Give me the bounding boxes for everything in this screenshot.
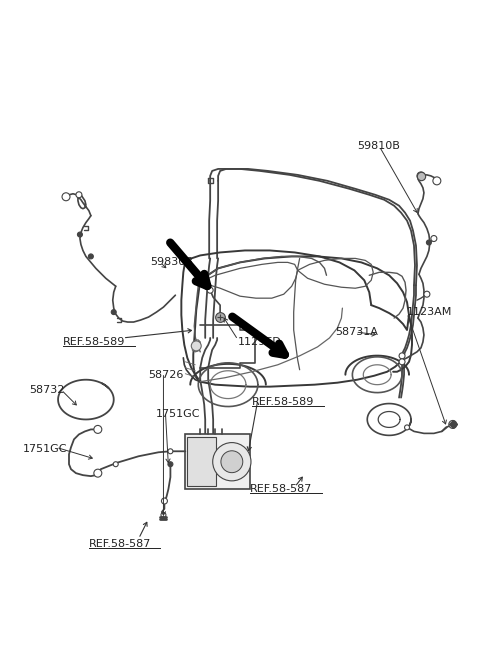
Circle shape [161,498,168,504]
Circle shape [162,516,165,520]
Text: REF.58-587: REF.58-587 [250,484,312,494]
Text: REF.58-589: REF.58-589 [63,337,125,347]
Circle shape [192,341,201,351]
Circle shape [62,193,70,201]
Text: 1751GC: 1751GC [23,444,68,455]
Circle shape [213,443,251,481]
Circle shape [88,254,93,259]
Text: 58731A: 58731A [336,327,378,337]
Circle shape [168,449,173,454]
Bar [185,434,250,489]
Circle shape [168,462,173,466]
Text: REF.58-587: REF.58-587 [89,539,151,549]
Circle shape [405,425,409,430]
Text: 1751GC: 1751GC [156,409,200,419]
Text: 1123AM: 1123AM [407,307,453,317]
Circle shape [94,469,102,477]
Circle shape [111,310,116,315]
Circle shape [221,451,243,473]
Text: 58732: 58732 [29,384,65,395]
Circle shape [207,287,213,293]
Circle shape [426,240,432,245]
Text: REF.58-589: REF.58-589 [252,397,314,407]
Circle shape [113,462,118,466]
Circle shape [424,291,430,297]
Circle shape [431,236,437,241]
Text: 1129ED: 1129ED [238,337,282,347]
Circle shape [449,420,457,428]
Circle shape [417,172,425,180]
Text: 59810B: 59810B [357,141,400,151]
Circle shape [399,359,405,365]
Circle shape [94,426,102,434]
Circle shape [76,192,82,197]
Text: 59830B: 59830B [151,257,193,268]
Text: 58726: 58726 [148,370,184,380]
Bar [187,438,216,486]
Circle shape [399,353,405,359]
Circle shape [161,512,166,518]
Circle shape [77,232,83,237]
Circle shape [433,177,441,185]
